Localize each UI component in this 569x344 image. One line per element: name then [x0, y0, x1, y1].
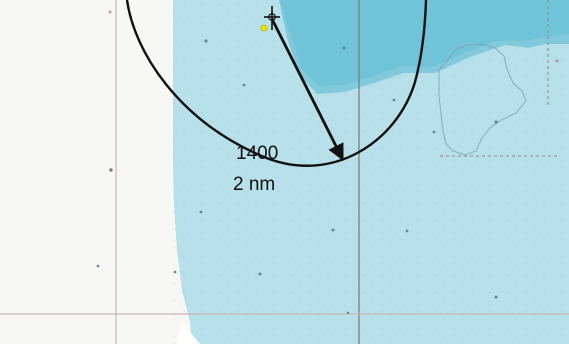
range-distance-label: 2 nm	[233, 174, 276, 195]
crosshair-icon	[260, 6, 280, 32]
track-time-label: 1400	[236, 143, 279, 164]
small-buoy-icons	[108, 10, 559, 172]
bay-contour	[438, 43, 527, 156]
deep-water-inner	[264, 0, 569, 86]
range-ring	[125, 0, 428, 167]
arrow-icon	[270, 18, 344, 162]
depth-markers	[96, 39, 498, 315]
white-corner-patch	[176, 322, 200, 344]
